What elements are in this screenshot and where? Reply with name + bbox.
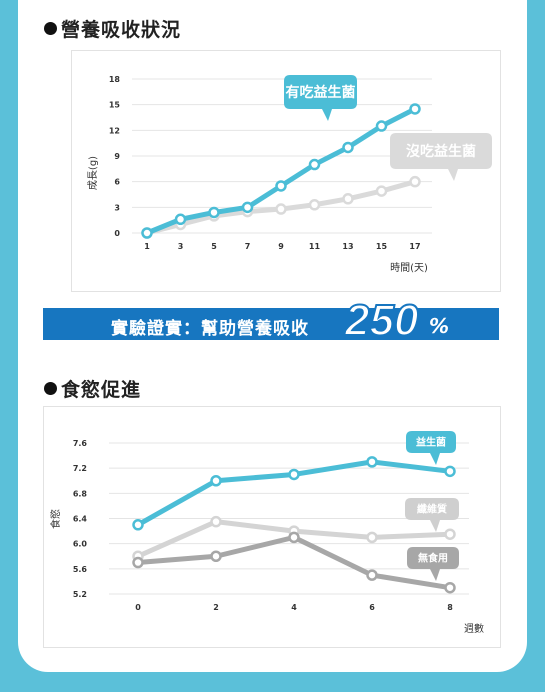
series-none-point <box>132 556 144 569</box>
y-axis-label: 食慾 <box>49 509 62 529</box>
series-probiotic-label: 益生菌 <box>416 436 446 449</box>
x-tick-label: 5 <box>211 242 217 251</box>
y-tick-label: 15 <box>109 101 121 110</box>
series-no-probiotic-label: 沒吃益生菌 <box>406 143 476 160</box>
x-tick-label: 6 <box>369 603 375 612</box>
x-tick-label: 4 <box>291 603 297 612</box>
series-fiber-point <box>444 528 456 540</box>
section1-title-text: 營養吸收狀況 <box>61 19 182 41</box>
section1-title: 營養吸收狀況 <box>44 15 181 42</box>
banner-percent: % <box>429 314 450 338</box>
series-probiotic-point <box>141 227 153 239</box>
x-tick-label: 15 <box>376 242 388 251</box>
series-probiotic-point <box>444 465 456 478</box>
y-tick-label: 6 <box>114 178 120 187</box>
y-tick-label: 7.2 <box>73 464 87 473</box>
series-none-point <box>288 531 300 544</box>
y-tick-label: 5.2 <box>73 590 87 599</box>
series-none-point <box>210 550 222 562</box>
section2-title-text: 食慾促進 <box>61 379 142 401</box>
x-tick-label: 11 <box>309 242 321 251</box>
series-probiotic-bubble <box>406 431 456 465</box>
series-no-probiotic-point <box>409 175 421 188</box>
series-probiotic-point <box>308 158 321 171</box>
banner-big-number: 250 <box>344 295 419 346</box>
bullet-dot-icon <box>44 22 57 35</box>
series-fiber-point <box>366 531 378 544</box>
y-tick-label: 7.6 <box>73 439 88 448</box>
series-probiotic-label: 有吃益生菌 <box>286 84 356 101</box>
series-none-label: 無食用 <box>418 552 448 565</box>
x-axis-label: 時間(天) <box>390 262 428 274</box>
banner-text: 實驗證實：幫助營養吸收 <box>111 319 309 339</box>
x-tick-label: 8 <box>447 603 453 612</box>
series-probiotic-point <box>342 141 354 154</box>
y-tick-label: 5.6 <box>73 565 88 574</box>
series-probiotic-point <box>366 456 378 468</box>
y-tick-label: 12 <box>109 126 120 135</box>
series-probiotic-point <box>275 180 287 192</box>
series-no-probiotic-point <box>308 199 321 211</box>
series-fiber-label: 纖維質 <box>417 503 447 516</box>
result-banner: 實驗證實：幫助營養吸收 250 % <box>43 295 499 346</box>
x-tick-label: 2 <box>213 603 219 612</box>
y-tick-label: 6.4 <box>73 515 88 524</box>
series-probiotic-point <box>132 519 144 531</box>
series-probiotic-point <box>210 475 222 487</box>
y-axis-label: 成長(g) <box>87 156 99 190</box>
growth-chart-panel: 0 3 6 9 12 15 18 1 3 5 7 9 11 13 15 17 成長(g) 時間(天) 有吃益生菌 沒吃… <box>71 50 501 292</box>
series-probiotic-point <box>409 103 421 115</box>
x-tick-label: 1 <box>144 242 150 251</box>
x-tick-label: 7 <box>245 242 251 251</box>
series-none-line <box>137 534 451 591</box>
series-no-probiotic-point <box>275 203 287 215</box>
series-none-point <box>444 581 456 594</box>
appetite-chart-panel: 7.6 7.2 6.8 6.4 6.0 5.6 5.2 0 2 4 6 8 食慾週數 益生菌纖維質無食用 <box>43 406 501 648</box>
y-tick-label: 18 <box>109 75 121 84</box>
y-tick-label: 3 <box>114 203 120 212</box>
series-fiber-point <box>210 515 222 528</box>
series-no-probiotic-bubble <box>390 133 492 181</box>
bullet-dot-icon <box>44 382 57 395</box>
series-probiotic-point <box>174 213 187 226</box>
x-tick-label: 3 <box>178 242 184 251</box>
series-no-probiotic-point <box>375 185 388 197</box>
x-tick-label: 0 <box>135 603 141 612</box>
series-probiotic-bubble <box>284 75 357 121</box>
x-tick-label: 13 <box>342 242 353 251</box>
series-none-point <box>366 569 378 581</box>
x-tick-label: 9 <box>278 242 284 251</box>
series-no-probiotic-point <box>342 193 354 205</box>
series-fiber-bubble <box>405 498 459 532</box>
y-tick-label: 6.8 <box>73 489 88 498</box>
series-probiotic-point <box>375 120 388 132</box>
series-none-bubble <box>407 547 459 581</box>
y-tick-label: 9 <box>114 152 120 161</box>
y-tick-label: 6.0 <box>73 540 88 549</box>
x-axis-label: 週數 <box>464 622 484 635</box>
x-tick-label: 17 <box>409 242 420 251</box>
series-probiotic-point <box>208 206 220 219</box>
series-probiotic-point <box>288 468 300 481</box>
section2-title: 食慾促進 <box>44 375 141 402</box>
series-probiotic-point <box>241 201 254 214</box>
y-tick-label: 0 <box>114 229 120 238</box>
